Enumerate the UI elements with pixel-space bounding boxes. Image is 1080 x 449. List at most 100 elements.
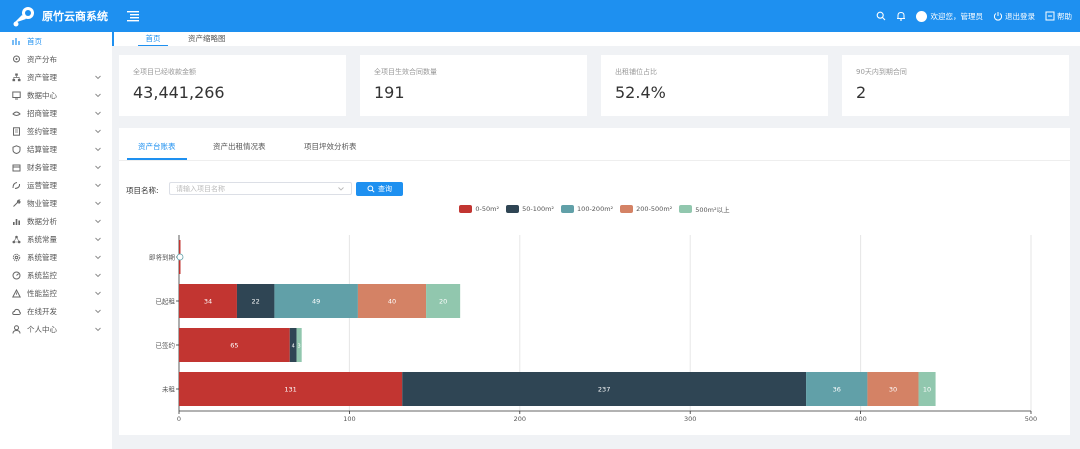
page-tab-home[interactable]: 首页 [138, 32, 168, 46]
sidebar-item-6[interactable]: 结算管理 [0, 140, 112, 158]
legend-label: 100-200m² [577, 205, 614, 213]
sidebar-item-label: 签约管理 [27, 126, 57, 136]
bar-data-label: 3 [298, 344, 301, 350]
sidebar-item-9[interactable]: 物业管理 [0, 194, 112, 212]
tab-asset-ledger[interactable]: 资产台账表 [138, 142, 176, 151]
sidebar-item-13[interactable]: 系统监控 [0, 266, 112, 284]
chevron-down-icon [95, 183, 101, 188]
bar-data-label: 49 [312, 298, 320, 306]
legend-item[interactable]: 0-50m² [459, 204, 499, 214]
chevron-down-icon [95, 219, 101, 224]
sidebar-item-3[interactable]: 数据中心 [0, 86, 112, 104]
bar-data-label: 237 [598, 386, 610, 394]
x-tick-label: 400 [854, 415, 866, 423]
stat-card-rental-ratio: 出租铺位占比 52.4% [601, 55, 828, 116]
sidebar-item-4[interactable]: 招商管理 [0, 104, 112, 122]
sidebar-item-label: 性能监控 [27, 288, 57, 298]
sidebar-item-label: 运营管理 [27, 180, 57, 190]
sidebar-item-1[interactable]: 资产分布 [0, 50, 112, 68]
settlement-icon [12, 144, 21, 154]
sidebar-item-2[interactable]: 资产管理 [0, 68, 112, 86]
sidebar-item-label: 物业管理 [27, 198, 57, 208]
operations-icon [12, 181, 21, 189]
page-tab-asset-thumbnail[interactable]: 资产缩略图 [188, 34, 226, 43]
welcome-text: 欢迎您，管理员 [930, 11, 984, 21]
legend-label: 0-50m² [475, 205, 500, 213]
stat-value: 2 [856, 83, 867, 102]
help-link[interactable]: 帮助 [1045, 11, 1072, 22]
sidebar-item-label: 系统常量 [27, 234, 57, 244]
chevron-down-icon [95, 255, 101, 260]
chevron-down-icon [95, 129, 101, 134]
sidebar-item-14[interactable]: 性能监控 [0, 284, 112, 302]
chevron-down-icon [95, 201, 101, 206]
x-tick-label: 300 [684, 415, 696, 423]
bar-data-label: 20 [439, 298, 447, 306]
logo-icon [13, 7, 34, 27]
search-icon [367, 185, 375, 193]
location-pin-icon [13, 55, 20, 62]
x-tick-label: 0 [177, 415, 181, 423]
sidebar-item-label: 招商管理 [27, 108, 57, 118]
x-tick-label: 200 [514, 415, 526, 423]
sidebar-item-label: 系统监控 [27, 270, 57, 280]
sidebar-item-12[interactable]: 系统管理 [0, 248, 112, 266]
active-tab-indicator [127, 158, 187, 160]
sidebar-item-label: 数据分析 [27, 216, 57, 226]
sidebar-item-10[interactable]: 数据分析 [0, 212, 112, 230]
legend-label: 500m²以上 [695, 206, 730, 214]
bar-segment [296, 328, 302, 362]
bar-segment [357, 284, 427, 318]
project-name-input[interactable] [169, 182, 352, 195]
help-label: 帮助 [1057, 11, 1072, 21]
stat-card-contract-count: 全项目生效合同数量 191 [360, 55, 587, 116]
bar-data-label: 40 [388, 298, 396, 306]
warning-icon [12, 288, 21, 297]
logout-link[interactable]: 退出登录 [993, 11, 1035, 22]
tab-asset-rental[interactable]: 资产出租情况表 [213, 142, 266, 151]
sidebar-item-label: 财务管理 [27, 162, 57, 172]
search-button-label: 查询 [378, 185, 392, 193]
chevron-down-icon [95, 111, 101, 116]
finance-icon [12, 164, 21, 171]
legend-item[interactable]: 500m²以上 [679, 204, 730, 214]
legend-item[interactable]: 200-500m² [620, 204, 672, 214]
y-category-label: 已起租 [156, 298, 176, 306]
chevron-down-icon [95, 147, 101, 152]
user-icon [12, 324, 21, 334]
tab-project-efficiency[interactable]: 项目坪效分析表 [304, 142, 357, 151]
avatar [915, 10, 927, 22]
sidebar-item-7[interactable]: 财务管理 [0, 158, 112, 176]
sidebar-item-0[interactable]: 首页 [0, 32, 112, 50]
search-icon[interactable] [876, 11, 886, 21]
bar-data-label: 34 [204, 298, 212, 306]
logo[interactable]: 原竹云商系统 [0, 0, 112, 32]
bar-segment [179, 284, 237, 318]
bar-data-label: 30 [889, 386, 897, 394]
legend-swatch [679, 205, 693, 213]
sidebar-item-11[interactable]: 系统常量 [0, 230, 112, 248]
sidebar-item-5[interactable]: 签约管理 [0, 122, 112, 140]
sidebar-item-16[interactable]: 个人中心 [0, 320, 112, 338]
bell-icon[interactable] [896, 11, 906, 21]
sidebar-item-15[interactable]: 在线开发 [0, 302, 112, 320]
legend-item[interactable]: 100-200m² [561, 204, 613, 214]
stat-value: 43,441,266 [133, 83, 225, 102]
legend-item[interactable]: 50-100m² [506, 204, 554, 214]
bar-segment [274, 284, 358, 318]
network-icon [12, 235, 21, 243]
tab-divider [119, 160, 1070, 161]
monitor-icon [12, 91, 21, 99]
sidebar-item-8[interactable]: 运营管理 [0, 176, 112, 194]
power-icon [993, 12, 1003, 21]
legend-label: 200-500m² [636, 205, 673, 213]
sidebar-item-label: 在线开发 [27, 306, 57, 316]
stat-value: 191 [374, 83, 405, 102]
user-welcome[interactable]: 欢迎您，管理员 [915, 10, 984, 22]
search-button[interactable]: 查询 [356, 182, 403, 196]
project-name-label: 项目名称: [126, 186, 159, 195]
bar-segment [289, 328, 297, 362]
top-bar: 原竹云商系统 欢迎您，管理员 退出登录 [0, 0, 1080, 32]
menu-toggle-icon[interactable] [126, 9, 140, 23]
page-tab-strip: 首页 资产缩略图 [112, 32, 1080, 46]
